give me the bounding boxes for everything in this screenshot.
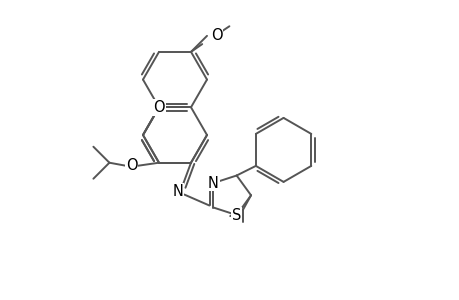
- Text: O: O: [126, 158, 137, 173]
- Text: O: O: [153, 100, 164, 115]
- Text: N: N: [207, 176, 218, 190]
- Text: S: S: [231, 208, 241, 223]
- Text: N: N: [173, 184, 183, 199]
- Text: O: O: [211, 28, 222, 44]
